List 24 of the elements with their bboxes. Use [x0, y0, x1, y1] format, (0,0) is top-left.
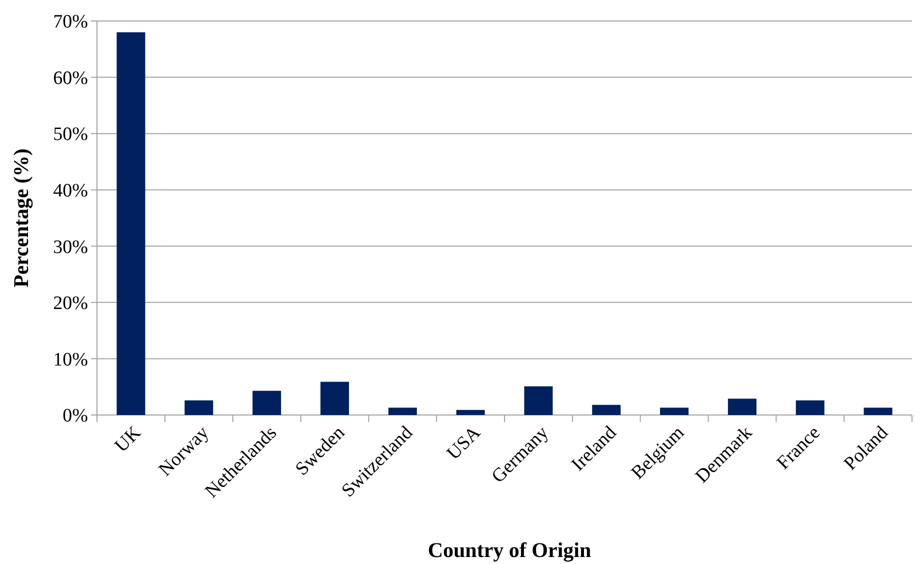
bar: [728, 398, 756, 415]
y-tick-label: 60%: [53, 68, 88, 89]
y-tick-label: 20%: [53, 293, 88, 314]
bar: [252, 390, 282, 415]
y-tick-label: 30%: [53, 236, 88, 258]
y-tick-label: 10%: [53, 349, 88, 370]
x-axis-title: Country of Origin: [428, 538, 592, 562]
y-axis-title: Percentage (%): [9, 148, 33, 288]
y-tick-label: 0%: [62, 406, 88, 427]
bar: [660, 408, 689, 415]
bar: [320, 382, 349, 415]
bar: [116, 32, 146, 415]
bar: [864, 408, 892, 415]
y-tick-label: 70%: [53, 12, 88, 33]
bar: [524, 386, 553, 415]
bar: [592, 404, 621, 415]
bar: [388, 408, 417, 415]
x-tick-label: UK: [110, 422, 146, 457]
x-tick-label: USA: [443, 422, 485, 464]
bar: [456, 410, 485, 415]
bar: [796, 400, 824, 415]
y-tick-label: 40%: [53, 180, 88, 202]
bar: [184, 400, 214, 415]
y-tick-label: 50%: [53, 124, 88, 146]
